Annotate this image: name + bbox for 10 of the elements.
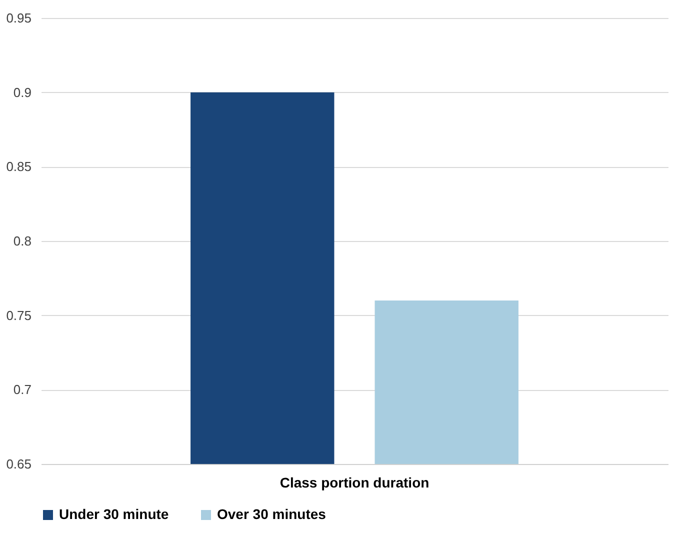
y-tick-label: 0.7 [13, 382, 32, 398]
x-tick-label: Class portion duration [280, 474, 430, 490]
y-tick-label: 0.9 [13, 84, 32, 100]
y-tick-label: 0.75 [6, 308, 32, 323]
y-tick-label: 0.65 [6, 456, 32, 472]
y-tick-label: 0.8 [13, 234, 32, 248]
legend-label: Over 30 minutes [217, 506, 326, 522]
legend-label: Under 30 minute [59, 506, 169, 522]
y-tick-label: 0.95 [6, 10, 32, 26]
y-tick-label: 0.85 [6, 159, 32, 174]
